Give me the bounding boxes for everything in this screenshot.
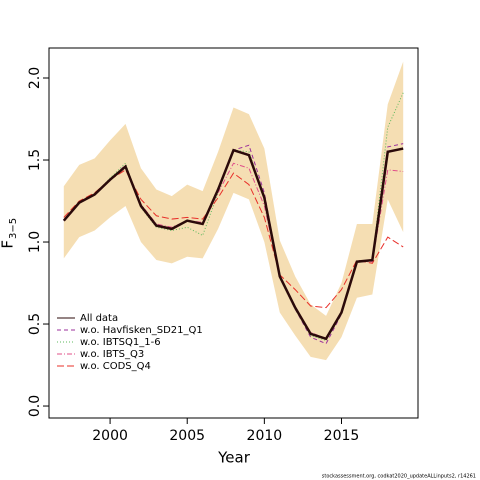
y-axis-label-group: F 3−5 — [0, 218, 19, 249]
y-tick-label: 1.5 — [27, 149, 43, 171]
y-tick-label: 2.0 — [27, 67, 43, 89]
footer: stockassessment.org, codkat2020_updateAL… — [322, 474, 476, 480]
y-axis-label: F — [0, 240, 17, 249]
x-tick-label: 2000 — [92, 428, 128, 444]
x-tick-label: 2005 — [169, 428, 205, 444]
x-axis-label: Year — [217, 449, 251, 467]
y-tick-label: 0.0 — [27, 395, 43, 417]
legend-label: w.o. IBTSQ1_1-6 — [80, 337, 161, 348]
plot-frame — [48, 47, 419, 419]
y-tick-label: 1.0 — [27, 231, 43, 253]
legend-label: All data — [80, 313, 118, 324]
series-line — [62, 147, 404, 341]
y-axis-label-sub: 3−5 — [8, 218, 19, 239]
x-tick-label: 2010 — [247, 428, 283, 444]
series-line — [63, 169, 404, 309]
x-tick-label: 2015 — [324, 428, 360, 444]
confidence-band — [63, 61, 404, 361]
legend-label: w.o. CODS_Q4 — [80, 361, 151, 372]
y-tick-label: 0.5 — [27, 313, 43, 335]
legend-label: w.o. Havfisken_SD21_Q1 — [80, 325, 203, 336]
legend-label: w.o. IBTS_Q3 — [80, 349, 144, 360]
